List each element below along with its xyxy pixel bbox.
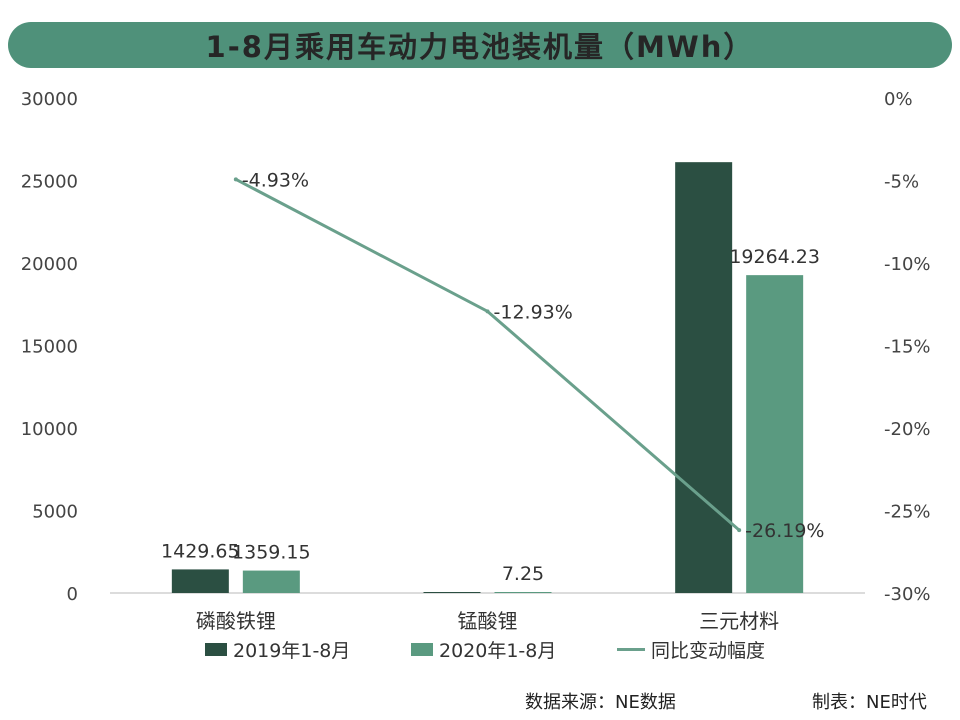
bar-2020 [494,592,552,593]
legend-label-2020: 2020年1-8月 [438,639,557,662]
bar-value-label: 1359.15 [232,542,311,564]
change-value-label: -26.19% [745,520,824,542]
bar-2019 [171,569,229,593]
y-tick-label: 5000 [32,502,78,523]
bar-2019 [423,592,481,593]
change-value-label: -4.93% [242,169,309,191]
y2-tick-label: -5% [884,172,919,193]
y-tick-label: 25000 [21,172,78,193]
legend-item-change: 同比变动幅度 [616,636,765,663]
y-tick-label: 20000 [21,254,78,275]
y2-tick-label: -25% [884,502,931,523]
legend-swatch-change [616,647,645,651]
change-point [737,528,742,533]
y2-tick-label: -20% [884,419,931,440]
chart-title-bar: 1-8月乘用车动力电池装机量（MWh） [8,22,952,68]
y-tick-label: 10000 [21,419,78,440]
bar-value-label: 1429.65 [161,540,240,562]
bar-2020 [242,570,300,593]
data-source-note: 数据来源：NE数据 [525,692,676,713]
y-tick-label: 15000 [21,337,78,358]
chart-legend: 2019年1-8月 2020年1-8月 同比变动幅度 [205,636,765,662]
category-label: 锰酸锂 [458,609,518,633]
y-tick-label: 0 [67,584,78,605]
y2-tick-label: -15% [884,337,931,358]
legend-label-2019: 2019年1-8月 [233,639,351,662]
legend-label-change: 同比变动幅度 [650,639,765,662]
category-label: 三元材料 [699,609,779,633]
change-point [233,177,238,182]
bar-2020 [746,275,804,593]
legend-swatch-2019 [205,642,227,656]
y2-tick-label: 0% [884,89,913,110]
table-maker-note: 制表：NE时代 [812,692,927,713]
legend-swatch-2020 [410,642,433,656]
y-tick-label: 30000 [21,89,78,110]
y2-tick-label: -10% [884,254,931,275]
bar-value-label: 7.25 [502,563,544,585]
chart-title: 1-8月乘用车动力电池装机量（MWh） [205,30,755,64]
y2-tick-label: -30% [884,584,931,605]
change-value-label: -12.93% [494,301,573,323]
category-label: 磷酸铁锂 [196,609,276,633]
change-point [485,309,490,314]
legend-item-2020: 2020年1-8月 [410,636,557,663]
bar-value-label: 19264.23 [729,246,820,268]
bar-2019 [675,162,733,593]
legend-item-2019: 2019年1-8月 [205,636,350,663]
change-line [235,178,741,532]
